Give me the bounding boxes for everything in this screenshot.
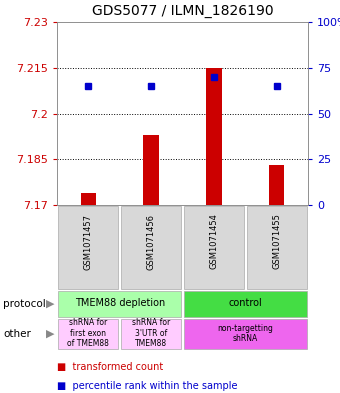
Bar (246, 206, 307, 289)
Title: GDS5077 / ILMN_1826190: GDS5077 / ILMN_1826190 (92, 4, 273, 18)
Text: control: control (228, 298, 262, 309)
Text: ▶: ▶ (46, 329, 54, 339)
Bar (206, 68, 222, 205)
Text: GSM1071455: GSM1071455 (272, 213, 281, 269)
Bar (184, 291, 307, 317)
Text: other: other (3, 329, 31, 339)
Bar (58, 206, 119, 289)
Bar (58, 319, 119, 349)
Bar (81, 193, 96, 205)
Text: non-targetting
shRNA: non-targetting shRNA (217, 324, 273, 343)
Text: GSM1071454: GSM1071454 (209, 213, 218, 269)
Bar (58, 291, 181, 317)
Text: protocol: protocol (3, 299, 46, 309)
Text: GSM1071456: GSM1071456 (147, 213, 156, 270)
Bar (269, 165, 285, 205)
Text: shRNA for
3'UTR of
TMEM88: shRNA for 3'UTR of TMEM88 (132, 318, 170, 348)
Text: ▶: ▶ (46, 299, 54, 309)
Bar (121, 319, 181, 349)
Text: ■  percentile rank within the sample: ■ percentile rank within the sample (57, 382, 238, 391)
Bar (184, 319, 307, 349)
Text: TMEM88 depletion: TMEM88 depletion (74, 298, 165, 309)
Text: shRNA for
first exon
of TMEM88: shRNA for first exon of TMEM88 (67, 318, 109, 348)
Text: ■  transformed count: ■ transformed count (57, 362, 163, 372)
Text: GSM1071457: GSM1071457 (84, 213, 93, 270)
Bar (184, 206, 244, 289)
Bar (121, 206, 181, 289)
Bar (143, 135, 159, 205)
